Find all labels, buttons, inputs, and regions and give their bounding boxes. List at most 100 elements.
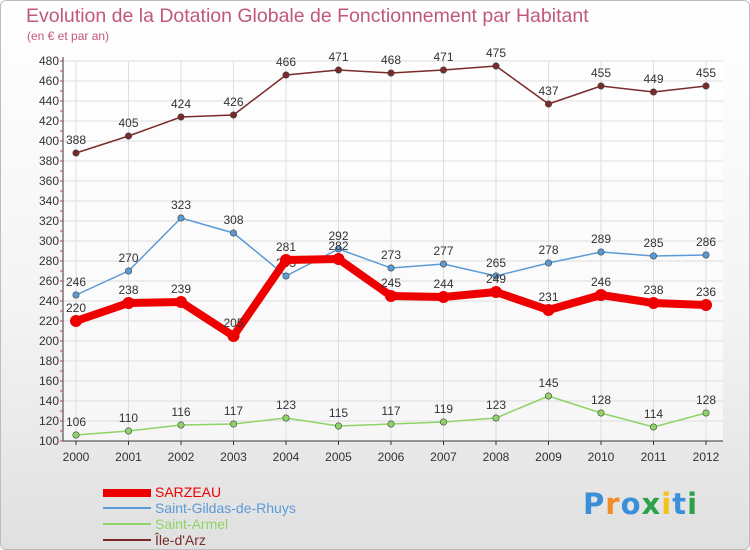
y-tick-label: 200 bbox=[39, 334, 59, 348]
data-point bbox=[387, 264, 395, 272]
x-tick-label: 2009 bbox=[535, 450, 562, 464]
data-label: 106 bbox=[66, 415, 86, 429]
data-point bbox=[72, 291, 80, 299]
y-tick-label: 460 bbox=[39, 74, 59, 88]
data-label: 289 bbox=[591, 232, 611, 246]
data-point bbox=[230, 111, 238, 119]
x-tick-label: 2010 bbox=[588, 450, 615, 464]
data-label: 437 bbox=[538, 84, 558, 98]
legend-swatch bbox=[103, 523, 151, 525]
data-label: 468 bbox=[381, 53, 401, 67]
data-point bbox=[649, 423, 657, 431]
data-label: 145 bbox=[538, 376, 558, 390]
y-tick-label: 480 bbox=[39, 54, 59, 68]
data-label: 123 bbox=[276, 398, 296, 412]
logo-letter: t bbox=[672, 487, 688, 521]
data-label: 285 bbox=[643, 236, 663, 250]
data-point bbox=[492, 272, 500, 280]
data-label: 123 bbox=[486, 398, 506, 412]
y-tick-label: 360 bbox=[39, 174, 59, 188]
data-point bbox=[702, 409, 710, 417]
data-label: 455 bbox=[591, 66, 611, 80]
x-tick-label: 2007 bbox=[430, 450, 457, 464]
logo-letter: i bbox=[661, 487, 673, 521]
legend-swatch bbox=[103, 507, 151, 509]
y-tick-label: 240 bbox=[39, 294, 59, 308]
data-label: 405 bbox=[118, 116, 138, 130]
data-point bbox=[177, 113, 185, 121]
data-point bbox=[439, 418, 447, 426]
series--le-d-arz: 388 405 424 426 466 471 468 471 475 437 455 449 455 bbox=[66, 46, 716, 157]
data-label: 117 bbox=[224, 404, 243, 418]
data-point bbox=[439, 66, 447, 74]
data-label: 471 bbox=[433, 50, 453, 64]
data-point bbox=[282, 414, 290, 422]
x-tick-label: 2003 bbox=[220, 450, 247, 464]
legend-swatch bbox=[103, 489, 151, 497]
logo-letter: x bbox=[641, 487, 662, 521]
data-point bbox=[439, 260, 447, 268]
data-point bbox=[177, 421, 185, 429]
data-point bbox=[282, 71, 290, 79]
data-point bbox=[492, 414, 500, 422]
data-label: 426 bbox=[223, 95, 243, 109]
legend-label: SARZEAU bbox=[155, 484, 222, 500]
data-label: 117 bbox=[381, 404, 400, 418]
data-label: 466 bbox=[276, 55, 296, 69]
y-tick-label: 380 bbox=[39, 154, 59, 168]
data-point bbox=[700, 299, 712, 311]
chart-subtitle: (en € et par an) bbox=[27, 29, 110, 43]
series-saint-armel: 106 110 116 117 123 115 117 119 123 145 128 114 128 bbox=[66, 376, 716, 439]
data-point bbox=[437, 291, 450, 303]
data-label: 455 bbox=[696, 66, 716, 80]
data-label: 475 bbox=[486, 46, 506, 60]
data-label: 116 bbox=[171, 405, 190, 419]
data-label: 471 bbox=[328, 50, 348, 64]
data-point bbox=[122, 297, 135, 309]
data-label: 220 bbox=[66, 301, 86, 315]
y-tick-label: 140 bbox=[39, 394, 59, 408]
data-label: 270 bbox=[118, 251, 138, 265]
data-label: 249 bbox=[486, 272, 506, 286]
logo-letter: P bbox=[583, 487, 606, 521]
data-point bbox=[544, 100, 552, 108]
data-label: 115 bbox=[329, 406, 348, 420]
data-point bbox=[125, 427, 133, 435]
data-point bbox=[230, 229, 238, 237]
data-point bbox=[597, 82, 605, 90]
x-tick-label: 2004 bbox=[273, 450, 300, 464]
y-tick-label: 160 bbox=[39, 374, 59, 388]
data-point bbox=[647, 297, 660, 309]
data-point bbox=[125, 132, 133, 140]
data-point bbox=[334, 245, 342, 253]
data-label: 282 bbox=[328, 239, 348, 253]
data-label: 110 bbox=[119, 411, 138, 425]
data-point bbox=[227, 330, 240, 342]
legend-label: Saint-Armel bbox=[155, 516, 229, 532]
data-label: 246 bbox=[591, 275, 611, 289]
logo-letter: i bbox=[687, 487, 699, 521]
y-tick-label: 440 bbox=[39, 94, 59, 108]
y-tick-label: 180 bbox=[39, 354, 59, 368]
y-tick-label: 340 bbox=[39, 194, 59, 208]
data-point bbox=[334, 66, 342, 74]
data-point bbox=[387, 69, 395, 77]
data-label: 128 bbox=[696, 393, 716, 407]
data-label: 231 bbox=[538, 290, 558, 304]
x-tick-label: 2002 bbox=[168, 450, 195, 464]
data-label: 292 bbox=[328, 229, 348, 243]
data-label: 424 bbox=[171, 97, 191, 111]
data-point bbox=[597, 248, 605, 256]
data-point bbox=[490, 286, 502, 298]
data-point bbox=[649, 252, 657, 260]
x-tick-label: 2001 bbox=[115, 450, 142, 464]
data-label: 281 bbox=[276, 240, 296, 254]
data-point bbox=[70, 315, 82, 327]
data-point bbox=[385, 290, 397, 302]
y-tick-label: 420 bbox=[39, 114, 59, 128]
data-label: 238 bbox=[118, 283, 138, 297]
data-label: 236 bbox=[696, 285, 716, 299]
data-point bbox=[334, 422, 342, 430]
